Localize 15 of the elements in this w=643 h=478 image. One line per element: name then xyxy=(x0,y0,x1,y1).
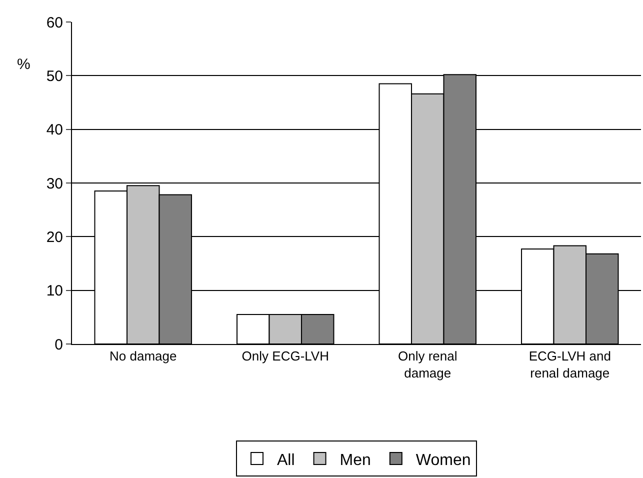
legend-label: Men xyxy=(340,452,371,469)
x-tick-label: Only renal damage xyxy=(398,348,458,380)
y-tick-label: 10 xyxy=(46,282,63,300)
legend-label: All xyxy=(277,452,295,469)
x-tick-label: No damage xyxy=(110,348,177,364)
y-tick-label: 50 xyxy=(46,68,63,85)
y-tick-label: 40 xyxy=(46,122,63,139)
y-tick-label: 0 xyxy=(54,336,63,354)
legend-label: Women xyxy=(416,452,471,469)
y-axis-title: % xyxy=(17,56,30,73)
y-tick-label: 20 xyxy=(46,228,63,246)
x-tick-label: ECG-LVH and renal damage xyxy=(528,348,611,380)
y-tick-label: 60 xyxy=(46,14,63,32)
x-tick-label: Only ECG-LVH xyxy=(242,348,329,364)
y-tick-label: 30 xyxy=(46,175,63,192)
